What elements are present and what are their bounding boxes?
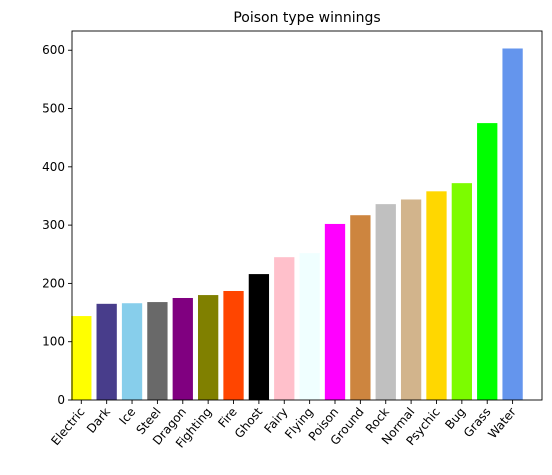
x-tick-label-dark: Dark — [84, 405, 113, 436]
plot-frame — [71, 30, 543, 401]
y-tick-label: 300 — [42, 218, 65, 232]
x-tick-label-electric: Electric — [48, 405, 87, 448]
bar-ghost — [248, 274, 270, 400]
bar-dark — [96, 303, 117, 400]
bar-poison — [324, 223, 346, 400]
bar-water — [502, 48, 523, 401]
bar-fairy — [274, 257, 295, 400]
x-tick-label-ice: Ice — [116, 405, 138, 427]
chart-title: Poison type winnings — [233, 10, 380, 26]
x-tick-label-ghost: Ghost — [232, 405, 266, 441]
bar-flying — [299, 253, 320, 400]
y-tick-label: 200 — [42, 276, 65, 290]
axes-layer — [71, 30, 543, 401]
bar-ice — [121, 303, 143, 400]
y-tick-label: 0 — [57, 393, 65, 407]
bar-rock — [375, 204, 396, 400]
bar-dragon — [172, 297, 193, 400]
y-axis-ticks: 0 100 200 300 400 500 600 — [42, 43, 72, 407]
bar-normal — [400, 199, 422, 400]
bar-steel — [147, 302, 168, 400]
bar-electric — [71, 316, 92, 400]
bar-fighting — [198, 295, 219, 400]
x-tick-label-water: Water — [485, 405, 519, 441]
y-tick-label: 100 — [42, 335, 65, 349]
bar-psychic — [426, 191, 447, 400]
y-tick-label: 500 — [42, 102, 65, 116]
y-tick-label: 600 — [42, 43, 65, 57]
y-tick-label: 400 — [42, 160, 65, 174]
bar-fire — [223, 290, 244, 400]
bars-layer — [71, 48, 523, 401]
bar-ground — [350, 215, 371, 400]
bar-grass — [477, 123, 498, 400]
bar-bug — [451, 183, 472, 400]
